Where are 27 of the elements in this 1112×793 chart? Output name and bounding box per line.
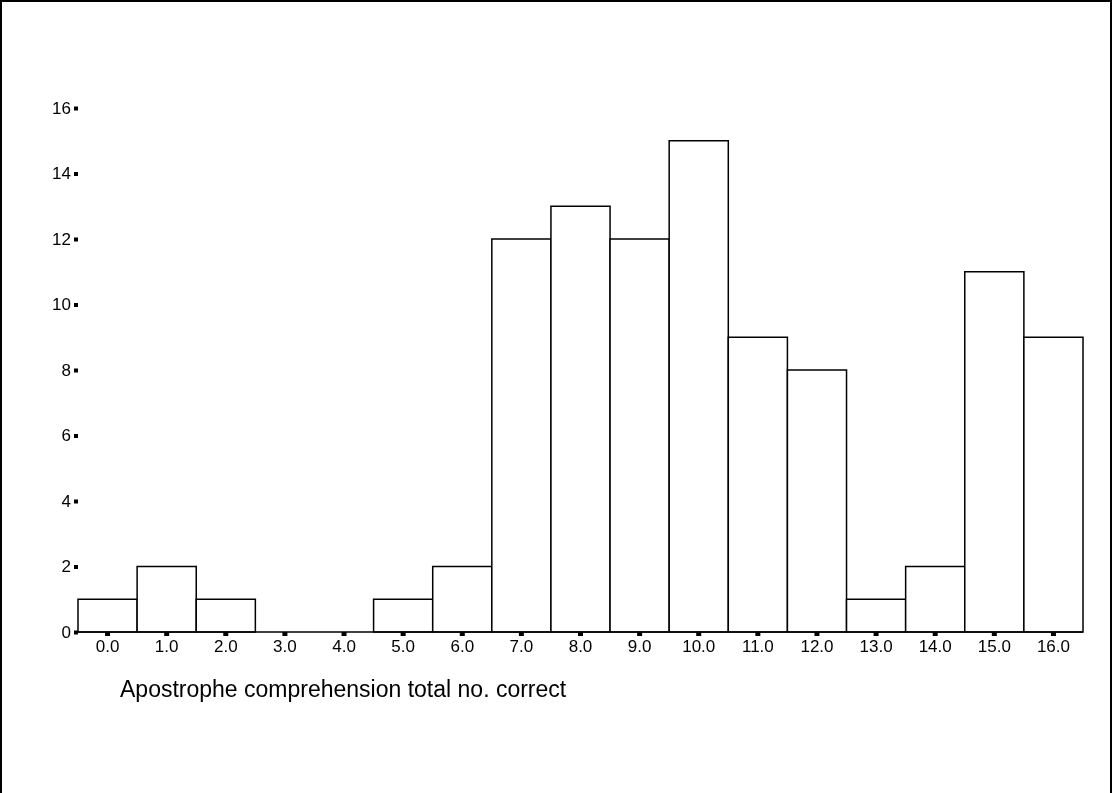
x-tick-label: 3.0	[273, 637, 297, 657]
x-tick-label: 12.0	[800, 637, 834, 657]
y-tick-label: 10	[52, 295, 71, 315]
y-tick-label: 14	[52, 164, 71, 184]
x-tick-label: 2.0	[213, 637, 238, 657]
x-tick-label: 16.0	[1036, 637, 1070, 657]
x-tick-label: 6.0	[450, 637, 475, 657]
y-tick-label: 6	[61, 426, 71, 446]
x-tick-label: 8.0	[568, 637, 593, 657]
y-tick-label: 12	[52, 229, 71, 249]
x-tick-label: 7.0	[509, 637, 534, 657]
x-tick-label: 15.0	[977, 637, 1011, 657]
y-tick-label: 8	[61, 360, 71, 380]
x-tick-label: 9.0	[627, 637, 652, 657]
y-tick-label: 2	[61, 557, 71, 577]
x-tick-label: 10.0	[682, 637, 716, 657]
y-tick-label: 4	[61, 491, 71, 511]
x-axis-title: Apostrophe comprehension total no. correct	[120, 676, 567, 702]
x-tick-label: 5.0	[391, 637, 415, 657]
x-tick-label: 1.0	[154, 637, 179, 657]
x-tick-label: 4.0	[332, 637, 356, 657]
x-tick-label: 11.0	[741, 637, 774, 657]
x-tick-label: 14.0	[918, 637, 952, 657]
x-tick-label: 0.0	[95, 637, 120, 657]
y-tick-label: 0	[61, 622, 71, 642]
y-tick-label: 16	[52, 98, 71, 118]
x-tick-label: 13.0	[859, 637, 893, 657]
